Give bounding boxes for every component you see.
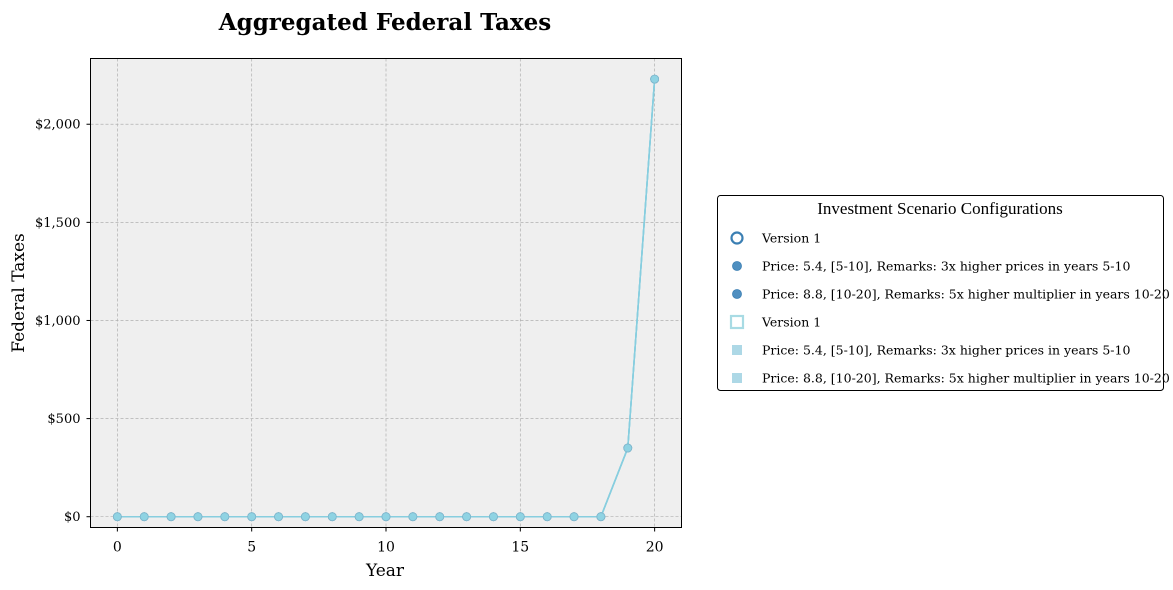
data-point xyxy=(515,512,525,522)
legend-label: Version 1 xyxy=(761,231,821,246)
legend-marker-circle xyxy=(732,289,742,299)
data-point xyxy=(354,512,364,522)
legend-entry: Price: 8.8, [10-20], Remarks: 5x higher … xyxy=(732,371,1170,386)
legend-label: Price: 5.4, [5-10], Remarks: 3x higher p… xyxy=(762,259,1130,274)
y-tick-label: $1,500 xyxy=(35,216,81,231)
data-point xyxy=(193,512,203,522)
data-point xyxy=(381,512,391,522)
data-point xyxy=(301,512,310,522)
data-point xyxy=(327,512,337,522)
x-tick-label: 15 xyxy=(511,540,529,556)
legend-marker-open-circle xyxy=(730,231,744,245)
legend-box xyxy=(717,195,1164,391)
x-tick-label: 5 xyxy=(247,540,256,556)
y-axis-label: Federal Taxes xyxy=(9,233,29,353)
data-point xyxy=(569,512,579,522)
data-point xyxy=(489,512,498,522)
y-tick-label: $1,000 xyxy=(35,314,81,329)
y-tick-label: $0 xyxy=(64,510,81,525)
data-point xyxy=(408,512,418,522)
data-point xyxy=(220,512,230,522)
legend-title: Investment Scenario Configurations xyxy=(817,199,1063,218)
legend-label: Price: 8.8, [10-20], Remarks: 5x higher … xyxy=(762,287,1170,302)
y-tick-label: $2,000 xyxy=(35,118,81,133)
data-point xyxy=(139,512,149,522)
x-tick-label: 20 xyxy=(646,540,664,556)
legend-entry: Price: 5.4, [5-10], Remarks: 3x higher p… xyxy=(732,343,1130,358)
legend-entry: Price: 8.8, [10-20], Remarks: 5x higher … xyxy=(732,287,1170,302)
data-point xyxy=(166,512,176,522)
data-point xyxy=(650,74,660,84)
data-point xyxy=(596,512,606,522)
legend-label: Version 1 xyxy=(761,315,821,330)
data-point xyxy=(542,512,552,522)
x-tick-label: 0 xyxy=(113,540,122,556)
legend-entry: Version 1 xyxy=(730,231,821,246)
x-axis-label: Year xyxy=(365,561,405,581)
legend-entry: Version 1 xyxy=(729,314,821,330)
legend-label: Price: 5.4, [5-10], Remarks: 3x higher p… xyxy=(762,343,1130,358)
x-tick-label: 10 xyxy=(377,540,395,556)
series-layer xyxy=(112,74,660,522)
legend: Investment Scenario Configurations Versi… xyxy=(717,195,1170,391)
data-point xyxy=(112,512,122,522)
chart-title: Aggregated Federal Taxes xyxy=(218,9,551,36)
data-point xyxy=(274,512,283,522)
legend-marker-open-square xyxy=(729,314,745,330)
y-tick-label: $500 xyxy=(47,412,80,427)
y-axis: $0 $500 $1,000 $1,500 $2,000 xyxy=(35,118,91,525)
legend-marker-circle xyxy=(732,261,742,271)
data-point xyxy=(435,512,445,522)
legend-marker-square xyxy=(732,373,742,383)
x-axis: 0 5 10 15 20 xyxy=(113,527,664,556)
legend-entry: Price: 5.4, [5-10], Remarks: 3x higher p… xyxy=(732,259,1130,274)
data-point xyxy=(247,512,257,522)
data-point xyxy=(462,512,471,522)
legend-marker-square xyxy=(732,345,742,355)
legend-entries: Version 1 Price: 5.4, [5-10], Remarks: 3x… xyxy=(729,231,1170,386)
legend-label: Price: 8.8, [10-20], Remarks: 5x higher … xyxy=(762,371,1170,386)
data-point xyxy=(623,443,633,453)
